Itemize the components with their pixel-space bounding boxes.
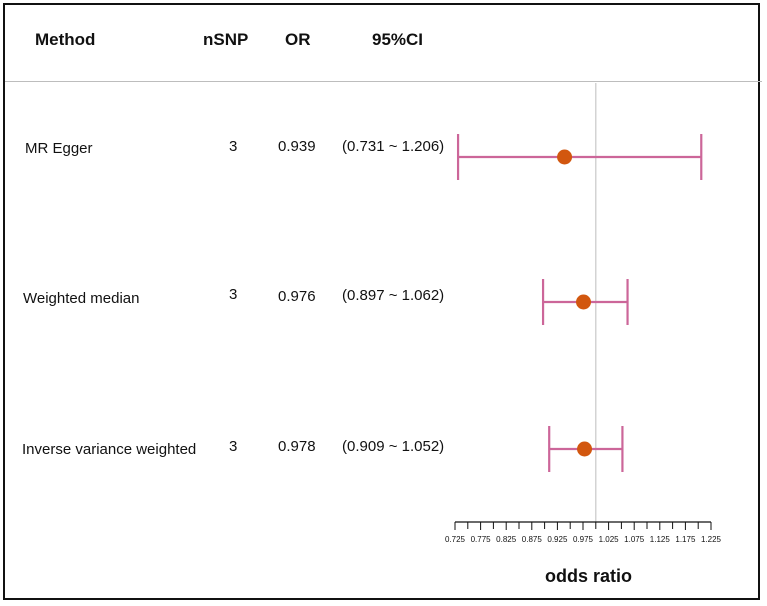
row-or-value: 0.976 [278, 288, 316, 305]
row-ci-value: (0.731 ~ 1.206) [342, 138, 445, 155]
x-tick-label: 0.775 [471, 535, 492, 544]
x-tick-label: 1.125 [650, 535, 671, 544]
x-tick-label: 0.925 [547, 535, 568, 544]
x-tick-label: 1.025 [599, 535, 620, 544]
point-estimate [577, 441, 593, 457]
header-or: OR [285, 30, 311, 49]
point-estimate [576, 294, 592, 310]
forest-plot-frame [3, 3, 760, 600]
point-estimate [557, 149, 573, 165]
row-method-label: Inverse variance weighted [22, 441, 197, 458]
row-nsnp-value: 3 [229, 138, 238, 155]
x-tick-label: 0.725 [445, 535, 466, 544]
row-or-value: 0.978 [278, 438, 316, 455]
header-divider [5, 81, 762, 82]
x-tick-label: 1.175 [675, 535, 696, 544]
row-or-value: 0.939 [278, 138, 316, 155]
x-tick-label: 1.075 [624, 535, 645, 544]
row-nsnp-value: 3 [229, 438, 238, 455]
row-ci-value: (0.897 ~ 1.062) [342, 287, 445, 304]
x-axis-title: odds ratio [545, 566, 633, 586]
x-tick-label: 1.225 [701, 535, 722, 544]
header-method: Method [35, 30, 96, 49]
x-tick-label: 0.825 [496, 535, 517, 544]
x-tick-label: 0.875 [522, 535, 543, 544]
row-nsnp-value: 3 [229, 286, 238, 303]
x-tick-label: 0.975 [573, 535, 594, 544]
row-method-label: Weighted median [23, 290, 140, 307]
row-method-label: MR Egger [25, 140, 93, 157]
header-ci: 95%CI [372, 30, 424, 49]
header-nsnp: nSNP [203, 30, 249, 49]
row-ci-value: (0.909 ~ 1.052) [342, 438, 445, 455]
